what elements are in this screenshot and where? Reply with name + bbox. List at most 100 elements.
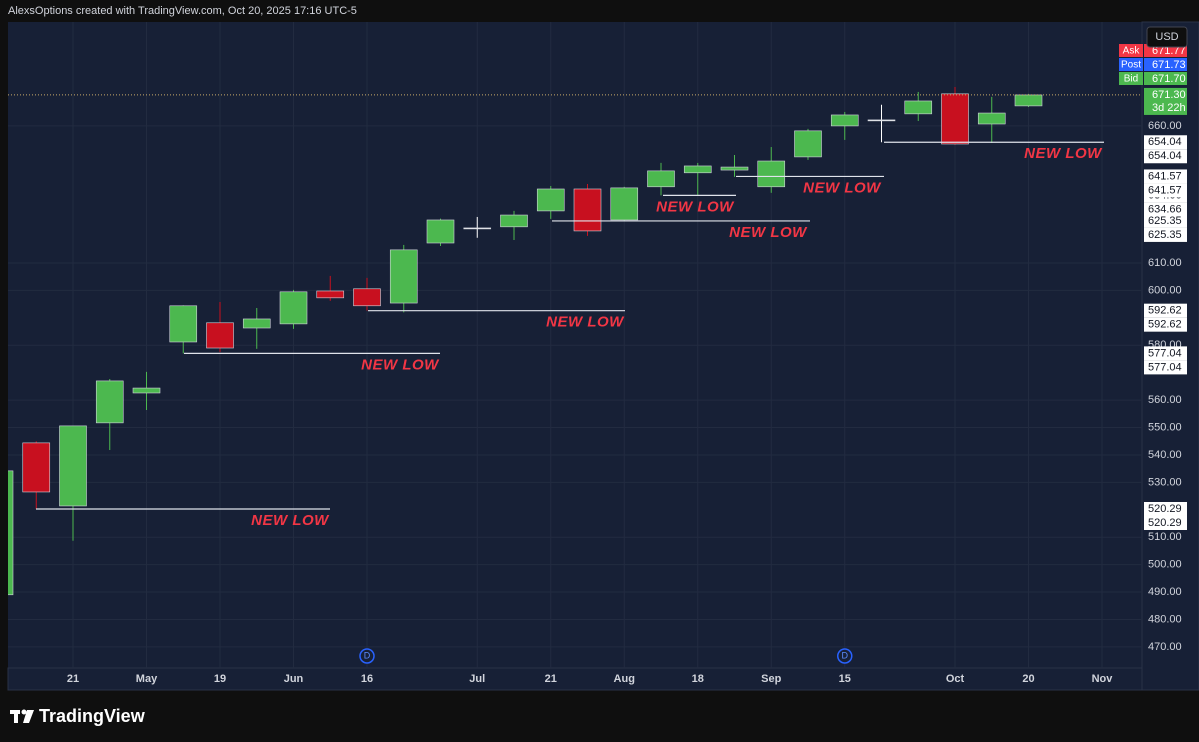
x-tick-label: 20 <box>1022 673 1034 685</box>
candle-body <box>132 387 161 394</box>
quote-value-box <box>1144 72 1187 85</box>
level-price-label: 520.29 <box>1148 503 1182 515</box>
level-price-box <box>1144 317 1187 332</box>
y-tick-label: 540.00 <box>1148 449 1182 461</box>
level-price-box <box>1144 346 1187 361</box>
new-low-label: NEW LOW <box>251 512 330 529</box>
candle-body <box>1014 94 1043 107</box>
candle-body <box>867 119 896 122</box>
x-tick-label: Oct <box>946 673 965 685</box>
level-price-label: 654.04 <box>1148 136 1182 148</box>
level-price-label: 520.29 <box>1148 517 1182 529</box>
y-tick-label: 470.00 <box>1148 641 1182 653</box>
level-price-box <box>1144 515 1187 530</box>
level-price-box <box>1144 135 1187 150</box>
candle-body <box>904 100 933 115</box>
candle-body <box>95 380 124 424</box>
quote-name: Ask <box>1123 46 1141 57</box>
candle-body <box>242 318 271 329</box>
x-tick-label: 19 <box>214 673 226 685</box>
candle-body <box>353 288 381 307</box>
event-label: D <box>842 650 849 660</box>
x-tick-label: Jul <box>469 673 485 685</box>
event-marker <box>837 648 853 664</box>
currency-label[interactable]: USD <box>1155 31 1178 43</box>
candle-body <box>720 166 749 171</box>
level-price-box <box>1144 169 1187 184</box>
candle-body <box>573 188 602 232</box>
new-low-label: NEW LOW <box>729 224 808 241</box>
candle-body <box>941 93 969 145</box>
candle-body <box>647 170 675 188</box>
x-tick-label: 18 <box>692 673 704 685</box>
level-price-box <box>1144 360 1187 375</box>
level-price-label: 625.35 <box>1148 215 1182 227</box>
candle-body <box>500 214 528 228</box>
level-price-label: 577.04 <box>1148 361 1182 373</box>
level-price-label: 641.57 <box>1148 170 1182 182</box>
level-price-box <box>1144 303 1187 318</box>
candle-body <box>683 165 712 174</box>
quote-value: 671.70 <box>1152 73 1186 85</box>
level-price-label: 577.04 <box>1148 347 1182 359</box>
candle-body <box>8 470 14 596</box>
x-tick-label: Sep <box>761 673 781 685</box>
new-low-label: NEW LOW <box>546 314 625 331</box>
x-tick-label: Nov <box>1092 673 1114 685</box>
candle-body <box>206 322 234 349</box>
currency-button[interactable] <box>1146 26 1188 48</box>
y-tick-label: 550.00 <box>1148 421 1182 433</box>
last-price-label: 671.30 <box>1152 89 1186 101</box>
level-price-box <box>1144 149 1187 164</box>
event-label: D <box>364 650 371 660</box>
y-tick-label: 660.00 <box>1148 120 1182 132</box>
x-tick-label: May <box>136 673 158 685</box>
y-tick-label: 500.00 <box>1148 559 1182 571</box>
level-price-label: 654.04 <box>1148 150 1182 162</box>
time-axis <box>7 667 1143 691</box>
footer-logo <box>10 709 34 723</box>
quote-value: 671.77 <box>1152 45 1186 57</box>
x-tick-label: 21 <box>67 673 79 685</box>
quote-name: Bid <box>1124 74 1138 85</box>
level-price-label: 592.62 <box>1148 319 1182 331</box>
quote-name-box <box>1119 72 1143 85</box>
candle-body <box>463 227 492 230</box>
new-low-label: NEW LOW <box>656 198 735 215</box>
candle-body <box>426 219 455 244</box>
candle-body <box>316 290 345 299</box>
candle-body <box>794 130 822 158</box>
y-tick-label: 530.00 <box>1148 476 1182 488</box>
quote-name-box <box>1119 44 1143 57</box>
countdown-label: 3d 22h <box>1152 102 1186 114</box>
x-tick-label: 16 <box>361 673 373 685</box>
level-price-label: 625.35 <box>1148 229 1182 241</box>
candle-body <box>830 114 859 127</box>
candle-body <box>610 187 639 221</box>
y-tick-label: 480.00 <box>1148 613 1182 625</box>
level-price-label: 641.57 <box>1148 184 1182 196</box>
candle-body <box>389 249 418 304</box>
new-low-label: NEW LOW <box>1024 145 1103 162</box>
candle-body <box>169 305 198 343</box>
level-price-box <box>1144 183 1187 198</box>
level-price-label: 592.62 <box>1148 305 1182 317</box>
level-price-box <box>1144 202 1187 217</box>
new-low-label: NEW LOW <box>803 179 882 196</box>
new-low-label: NEW LOW <box>361 356 440 373</box>
quote-name: Post <box>1121 60 1141 71</box>
candle-body <box>536 188 565 212</box>
level-price-box <box>1144 213 1187 228</box>
quote-value-box <box>1144 58 1187 71</box>
candle-body <box>977 112 1006 125</box>
event-marker <box>359 648 375 664</box>
y-tick-label: 560.00 <box>1148 394 1182 406</box>
level-price-box <box>1144 227 1187 242</box>
x-tick-label: 21 <box>545 673 557 685</box>
last-price-box <box>1144 87 1187 115</box>
candle-body <box>59 425 87 507</box>
y-tick-label: 510.00 <box>1148 531 1182 543</box>
footer-brand: TradingView <box>39 706 146 726</box>
x-tick-label: 15 <box>839 673 851 685</box>
